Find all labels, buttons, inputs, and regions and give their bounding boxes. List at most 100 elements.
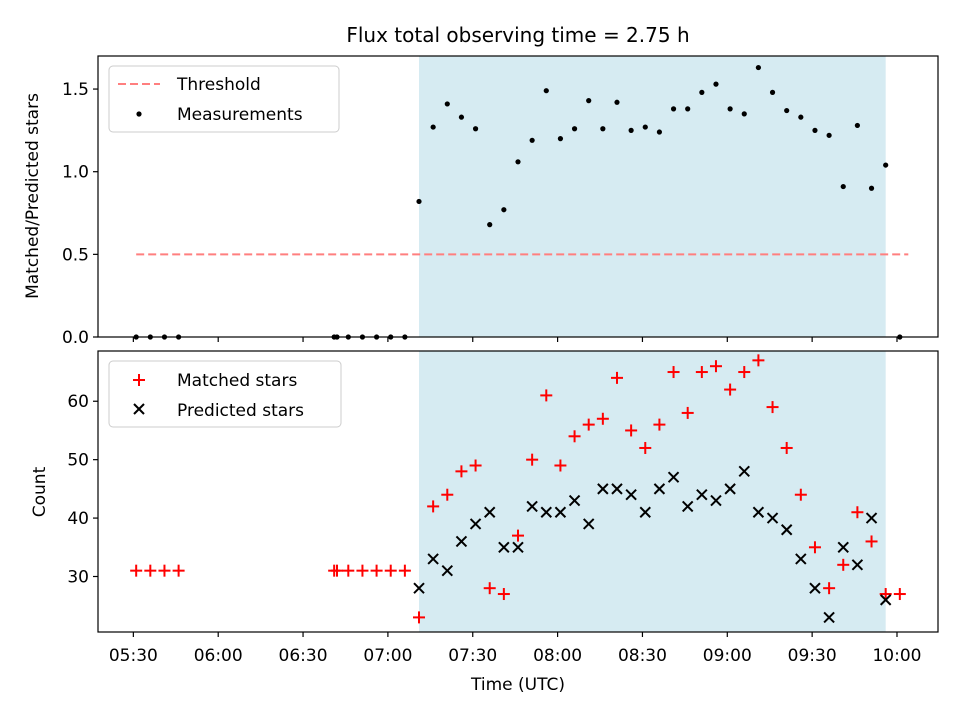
- measurement-point: [755, 64, 762, 71]
- measurement-point: [444, 101, 450, 107]
- measurement-point: [840, 183, 846, 190]
- measurement-point: [571, 126, 578, 132]
- top-y-tick-label: 1.0: [62, 163, 89, 183]
- predicted-star-point: [413, 582, 425, 594]
- matched-star-point: [455, 465, 468, 478]
- predicted-star-point: [582, 518, 595, 530]
- top-y-tick-label: 0.5: [62, 245, 89, 265]
- matched-star-point: [596, 412, 609, 425]
- predicted-star-point: [639, 506, 651, 518]
- legend-measurements-label: Measurements: [177, 105, 303, 125]
- predicted-star-point: [766, 512, 779, 524]
- x-tick-label: 06:00: [194, 646, 243, 666]
- matched-star-point: [865, 535, 878, 548]
- legend-predicted-label: Predicted stars: [177, 401, 304, 421]
- predicted-star-point: [681, 500, 694, 513]
- predicted-star-point: [512, 541, 524, 553]
- top-y-axis-label: Matched/Predicted stars: [23, 93, 43, 299]
- bottom-y-axis-label: Count: [30, 466, 50, 517]
- top-y-tick-label: 1.5: [62, 80, 89, 100]
- measurement-point: [798, 114, 804, 120]
- x-tick-label: 09:30: [788, 646, 837, 666]
- measurement-point: [826, 132, 832, 138]
- predicted-star-point: [597, 483, 609, 495]
- measurement-point: [472, 126, 479, 132]
- measurement-point: [699, 89, 705, 95]
- matched-star-point: [610, 371, 623, 384]
- matched-star-point: [738, 366, 751, 379]
- matched-star-point: [681, 406, 694, 419]
- predicted-star-point: [568, 494, 581, 507]
- x-tick-label: 09:00: [703, 646, 752, 666]
- matched-star-point: [540, 389, 553, 402]
- predicted-star-point: [780, 524, 793, 536]
- predicted-star-point: [823, 611, 835, 624]
- measurement-point: [883, 162, 889, 168]
- predicted-star-point: [554, 506, 567, 518]
- measurement-point: [458, 114, 465, 120]
- measurement-point: [614, 99, 620, 105]
- x-tick-label: 10:00: [872, 646, 921, 666]
- predicted-star-point: [469, 518, 482, 530]
- measurement-point: [741, 111, 747, 117]
- matched-star-point: [413, 611, 426, 624]
- x-tick-label: 08:30: [618, 646, 667, 666]
- matched-star-point: [130, 564, 143, 577]
- matched-star-point: [794, 488, 807, 501]
- predicted-star-point: [653, 483, 666, 495]
- x-tick-label: 07:30: [448, 646, 497, 666]
- top-x-tick-marks: [132, 337, 898, 342]
- predicted-star-point: [865, 512, 878, 524]
- matched-star-point: [752, 354, 765, 367]
- matched-star-point: [497, 588, 510, 601]
- measurement-point: [515, 159, 521, 165]
- legend-matched-label: Matched stars: [177, 371, 297, 391]
- matched-star-point: [172, 564, 185, 577]
- matched-star-point: [837, 558, 850, 571]
- predicted-star-point: [809, 582, 821, 594]
- legend-predicted-marker: [133, 403, 145, 415]
- measurement-point: [529, 137, 535, 143]
- legend-measurements-dot: [136, 111, 142, 117]
- predicted-star-point: [795, 553, 807, 565]
- legend-matched-marker: [133, 374, 145, 386]
- predicted-star-point: [498, 541, 510, 553]
- top-panel: 0.0 0.5 1.0 1.5 Matched/Predicted stars Thr…: [23, 55, 939, 348]
- measurement-point: [854, 122, 860, 129]
- matched-star-point: [808, 541, 821, 554]
- matched-star-point: [144, 564, 157, 577]
- matched-star-point: [554, 459, 567, 472]
- predicted-star-point: [696, 489, 708, 501]
- predicted-star-point: [738, 465, 750, 478]
- top-axes-frame: [97, 55, 939, 338]
- matched-star-point: [893, 588, 906, 601]
- matched-star-point: [823, 582, 836, 595]
- matched-star-point: [483, 582, 496, 595]
- x-tick-label: 08:00: [533, 646, 582, 666]
- x-tick-label: 07:00: [363, 646, 412, 666]
- x-axis-label: Time (UTC): [470, 675, 565, 695]
- bottom-y-tick-label: 30: [67, 568, 89, 588]
- matched-star-point: [158, 564, 171, 577]
- x-tick-label: 05:30: [109, 646, 158, 666]
- predicted-star-point: [879, 594, 892, 606]
- matched-star-point: [766, 401, 779, 414]
- measurement-point: [769, 89, 776, 95]
- matched-star-point: [625, 424, 638, 437]
- matched-star-point: [695, 366, 708, 379]
- measurement-point: [416, 198, 422, 205]
- bottom-x-axis: 05:30 06:00 06:30 07:00 07:30 08:00 08:30 09:00…: [109, 632, 921, 666]
- matched-star-point: [427, 500, 440, 513]
- measurement-point: [685, 106, 691, 112]
- top-legend: Threshold Measurements: [108, 65, 340, 133]
- measurement-point: [628, 127, 634, 133]
- matched-star-point: [370, 564, 383, 577]
- measurement-point: [784, 107, 790, 114]
- matched-star-point: [667, 366, 680, 379]
- matched-star-point: [709, 360, 722, 373]
- bottom-y-tick-label: 50: [67, 451, 89, 471]
- measurement-point: [656, 129, 663, 135]
- top-y-tick-label: 0.0: [62, 328, 89, 348]
- legend-threshold-label: Threshold: [176, 75, 261, 95]
